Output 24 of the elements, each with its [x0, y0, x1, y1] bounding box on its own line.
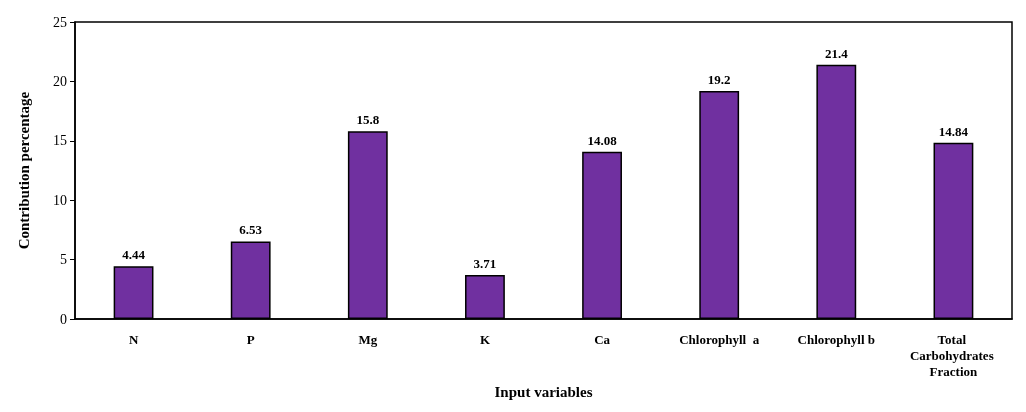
x-tick-label: N	[128, 331, 139, 347]
x-tick-label: Mg	[358, 331, 378, 347]
data-label: 21.4	[824, 45, 849, 61]
x-tick-label: K	[479, 331, 491, 347]
y-tick-label: 0	[60, 311, 67, 327]
x-tick-label: Chlorophyll b	[797, 331, 876, 347]
x-tick-label: Ca	[594, 331, 611, 347]
x-tick-label: P	[246, 331, 255, 347]
y-tick-label: 15	[53, 133, 67, 149]
y-tick-label: 10	[53, 192, 67, 208]
data-label: 14.08	[587, 132, 618, 148]
x-tick-label: Total Carbohydrates Fraction	[909, 331, 997, 379]
data-label: 19.2	[707, 71, 731, 87]
x-axis-title: Input variables	[494, 383, 593, 400]
data-label: 15.8	[356, 112, 380, 128]
x-tick-label: Chlorophyll a	[679, 331, 760, 347]
data-label: 3.71	[473, 256, 497, 272]
data-label: 6.53	[239, 222, 263, 238]
y-tick-label: 20	[53, 73, 67, 89]
y-tick-label: 5	[60, 252, 67, 268]
data-label: 4.44	[122, 247, 146, 263]
y-axis-title: Contribution percentage	[15, 91, 32, 250]
y-tick-label: 25	[53, 14, 67, 30]
data-label: 14.84	[938, 123, 969, 139]
